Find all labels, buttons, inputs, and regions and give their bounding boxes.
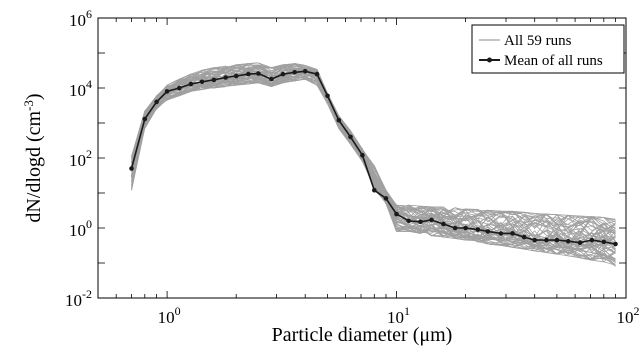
y-tick-label-base: 10 bbox=[69, 81, 86, 100]
mean-point bbox=[532, 237, 537, 243]
run-line bbox=[131, 71, 616, 250]
mean-point bbox=[142, 116, 148, 122]
mean-point bbox=[554, 237, 560, 243]
x-tick-label: 102 bbox=[617, 304, 640, 327]
mean-point bbox=[292, 70, 298, 75]
legend: All 59 runs Mean of all runs bbox=[471, 24, 625, 74]
run-line bbox=[131, 73, 616, 254]
run-line bbox=[131, 72, 616, 250]
mean-point bbox=[565, 238, 571, 244]
y-tick-label: 106 bbox=[69, 7, 92, 30]
mean-point bbox=[463, 225, 468, 231]
mean-point bbox=[199, 79, 205, 85]
mean-point bbox=[246, 71, 251, 77]
run-line bbox=[131, 63, 616, 227]
mean-point bbox=[383, 196, 389, 201]
legend-mean-marker bbox=[487, 57, 492, 63]
run-line bbox=[131, 66, 616, 232]
y-tick-label-base: 10 bbox=[69, 151, 86, 170]
legend-runs-label: All 59 runs bbox=[504, 33, 572, 49]
mean-point bbox=[177, 85, 182, 91]
x-tick-label: 100 bbox=[158, 304, 181, 327]
y-axis-title-sup: -3 bbox=[21, 100, 36, 111]
y-tick-label-exponent: 6 bbox=[86, 7, 92, 21]
mean-layer bbox=[129, 69, 618, 247]
mean-point bbox=[394, 211, 399, 217]
mean-point bbox=[601, 239, 607, 245]
y-axis-title-main: dN/dlogd (cm bbox=[23, 110, 45, 222]
run-line bbox=[131, 69, 616, 250]
y-tick-label-exponent: 4 bbox=[86, 77, 92, 91]
legend-mean-label: Mean of all runs bbox=[504, 53, 603, 69]
mean-point bbox=[280, 71, 286, 77]
y-tick-label-base: 10 bbox=[65, 291, 82, 310]
mean-point bbox=[302, 69, 308, 74]
mean-point bbox=[485, 229, 491, 234]
x-tick-label-base: 10 bbox=[387, 308, 404, 327]
run-line bbox=[131, 71, 616, 256]
mean-point bbox=[498, 231, 504, 236]
mean-point bbox=[452, 225, 458, 231]
y-tick-label: 102 bbox=[69, 147, 92, 170]
run-line bbox=[131, 65, 616, 234]
y-axis-title: dN/dlogd (cm-3) bbox=[21, 93, 46, 222]
mean-point bbox=[475, 227, 481, 232]
mean-point bbox=[325, 93, 330, 99]
mean-point bbox=[521, 234, 527, 240]
mean-point bbox=[360, 152, 365, 158]
y-axis-title-close: ) bbox=[23, 93, 45, 100]
x-axis-title: Particle diameter (μm) bbox=[272, 324, 453, 346]
y-tick-label-base: 10 bbox=[69, 11, 86, 30]
y-tick-label-base: 10 bbox=[69, 221, 86, 240]
mean-point bbox=[223, 75, 228, 80]
mean-point bbox=[441, 221, 446, 227]
run-line bbox=[131, 78, 616, 261]
runs-layer bbox=[131, 62, 616, 267]
run-line bbox=[131, 64, 616, 239]
run-line bbox=[131, 76, 616, 264]
run-line bbox=[131, 63, 616, 237]
mean-point bbox=[211, 77, 217, 83]
run-line bbox=[131, 63, 616, 239]
x-tick-label: 101 bbox=[387, 304, 410, 327]
y-tick-label: 104 bbox=[69, 77, 92, 100]
x-tick-label-base: 10 bbox=[158, 308, 175, 327]
mean-point bbox=[544, 237, 549, 243]
mean-point bbox=[269, 76, 274, 82]
mean-point bbox=[188, 81, 194, 87]
mean-point bbox=[613, 241, 618, 247]
mean-point bbox=[348, 134, 353, 140]
x-tick-label-base: 10 bbox=[617, 308, 634, 327]
run-line bbox=[131, 66, 616, 237]
mean-point bbox=[129, 166, 134, 171]
x-tick-label-exponent: 0 bbox=[175, 304, 181, 318]
mean-point bbox=[372, 187, 377, 193]
run-line bbox=[131, 76, 616, 263]
run-line bbox=[131, 62, 616, 234]
mean-point bbox=[577, 240, 583, 245]
mean-point bbox=[589, 237, 595, 243]
mean-point bbox=[154, 99, 159, 105]
mean-point bbox=[406, 218, 412, 224]
y-tick-label-exponent: -2 bbox=[82, 287, 92, 301]
y-tick-label: 10-2 bbox=[65, 287, 92, 310]
mean-point bbox=[164, 89, 170, 94]
x-tick-label-exponent: 1 bbox=[404, 304, 410, 318]
y-tick-label-exponent: 0 bbox=[86, 217, 92, 231]
mean-point bbox=[256, 71, 261, 76]
x-tick-label-exponent: 2 bbox=[634, 304, 640, 318]
mean-point bbox=[429, 217, 434, 223]
run-line bbox=[131, 70, 616, 250]
y-tick-label-exponent: 2 bbox=[86, 147, 92, 161]
mean-point bbox=[233, 73, 239, 79]
mean-point bbox=[418, 219, 423, 225]
mean-point bbox=[314, 71, 320, 77]
mean-point bbox=[510, 231, 515, 236]
legend-box bbox=[471, 24, 625, 74]
mean-point bbox=[336, 117, 342, 123]
y-tick-label: 100 bbox=[69, 217, 92, 240]
